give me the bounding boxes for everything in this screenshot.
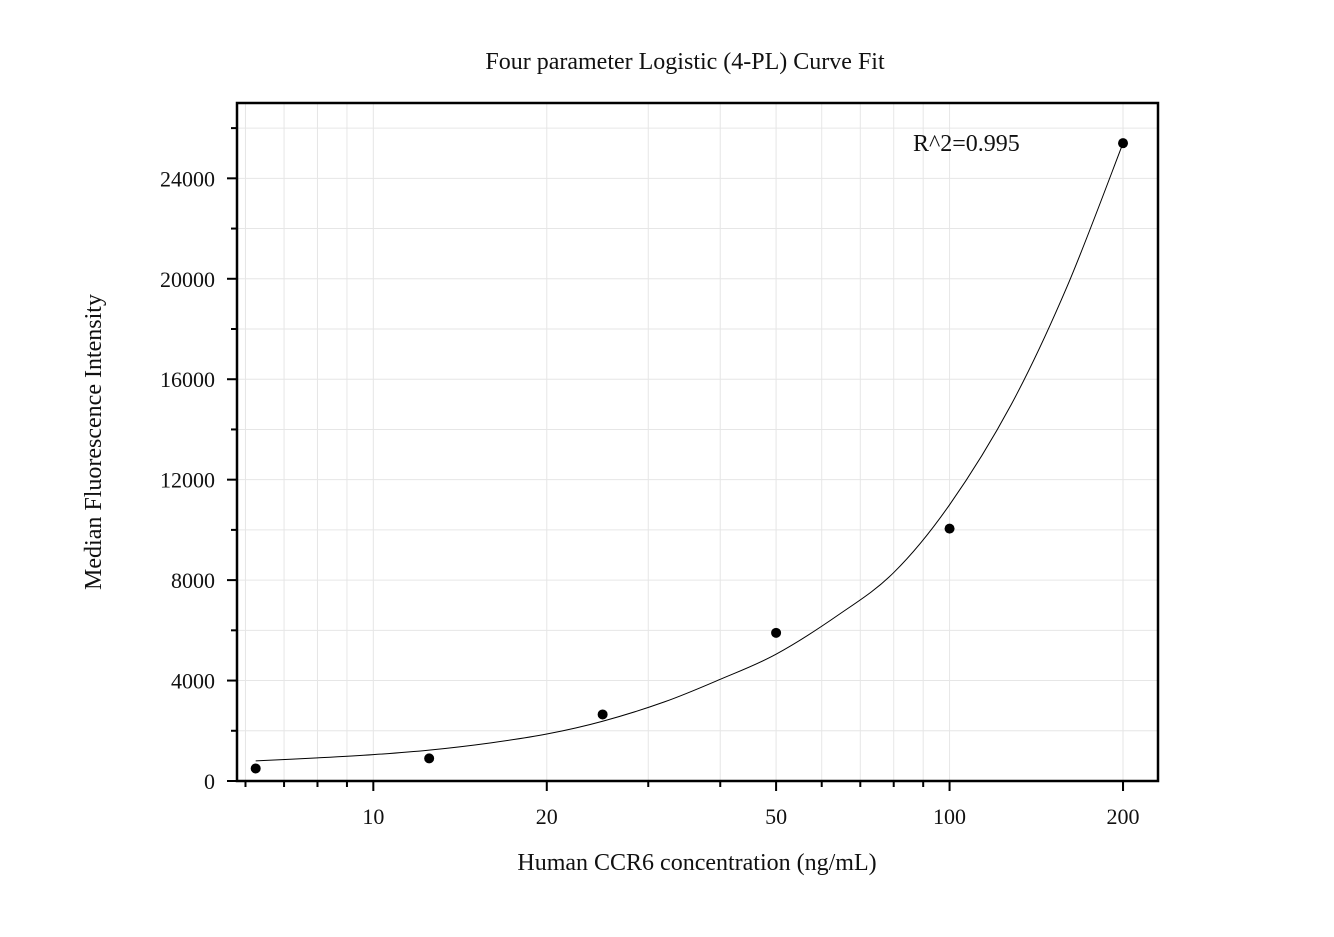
y-tick-label: 12000	[160, 468, 215, 493]
x-tick-label: 100	[933, 804, 966, 829]
data-point	[1118, 138, 1129, 149]
grid	[237, 103, 1158, 782]
plot-frame	[235, 101, 1160, 783]
r-squared-annotation: R^2=0.995	[913, 131, 1020, 157]
chart-title: Four parameter Logistic (4-PL) Curve Fit	[485, 49, 885, 75]
y-axis-label: Median Fluorescence Intensity	[81, 294, 107, 590]
y-tick-label: 16000	[160, 367, 215, 392]
x-tick-label: 20	[536, 804, 558, 829]
x-tick-label: 10	[362, 804, 384, 829]
data-point	[250, 763, 261, 774]
tick-labels: 10 20 50 100 200 0 4000 8000 12000 16000 20000 2400…	[160, 166, 1140, 829]
y-tick-label: 0	[204, 769, 215, 794]
y-tick-label: 20000	[160, 267, 215, 292]
x-tick-label: 200	[1107, 804, 1140, 829]
data-point	[944, 523, 955, 534]
fit-curve	[255, 142, 1124, 762]
data-points	[250, 138, 1129, 774]
y-tick-label: 4000	[171, 669, 215, 694]
y-tick-label: 24000	[160, 166, 215, 191]
x-axis-label: Human CCR6 concentration (ng/mL)	[517, 850, 876, 876]
data-point	[597, 709, 608, 720]
axis-ticks	[227, 127, 1125, 791]
data-point	[771, 627, 782, 638]
x-tick-label: 50	[765, 804, 787, 829]
y-tick-label: 8000	[171, 568, 215, 593]
data-point	[424, 753, 435, 764]
